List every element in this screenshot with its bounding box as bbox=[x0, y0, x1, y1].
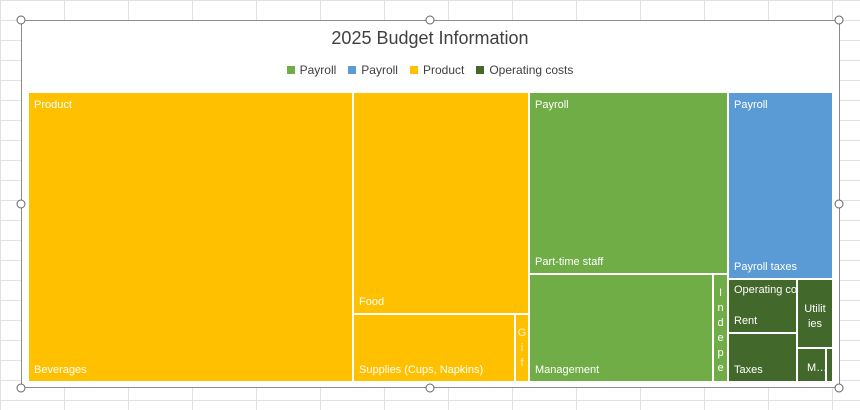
resize-handle[interactable] bbox=[425, 383, 435, 393]
legend-entry: Payroll bbox=[286, 63, 337, 77]
tile-label: Supplies (Cups, Napkins) bbox=[359, 364, 484, 376]
treemap-tile[interactable]: Taxes bbox=[728, 333, 797, 382]
treemap-tile[interactable]: Payroll Payroll taxes bbox=[728, 92, 833, 279]
legend-label: Operating costs bbox=[489, 63, 574, 77]
legend-entry: Operating costs bbox=[476, 63, 573, 77]
tile-label: Gif bbox=[516, 327, 528, 372]
category-label: Payroll bbox=[734, 99, 768, 111]
treemap-tile[interactable]: Payroll Part-time staff bbox=[529, 92, 728, 274]
legend-swatch bbox=[286, 66, 295, 74]
category-label: Payroll bbox=[535, 99, 569, 111]
legend-entry: Payroll bbox=[348, 63, 398, 77]
treemap-tile[interactable]: Food bbox=[353, 92, 529, 314]
treemap-tile[interactable]: Gif bbox=[515, 314, 529, 382]
legend-swatch bbox=[348, 66, 357, 74]
legend: Payroll Payroll Product Operating costs bbox=[0, 63, 860, 77]
resize-handle[interactable] bbox=[834, 383, 844, 393]
legend-entry: Product bbox=[409, 63, 465, 77]
tile-label: M… bbox=[807, 362, 826, 374]
treemap-tile[interactable]: Management bbox=[529, 274, 713, 382]
resize-handle[interactable] bbox=[425, 15, 435, 25]
tile-label: Indepe bbox=[714, 287, 727, 377]
tile-label: Beverages bbox=[34, 364, 87, 376]
category-label: Operating costs bbox=[734, 284, 797, 296]
legend-swatch bbox=[409, 66, 418, 74]
treemap-tile[interactable]: Utilit ies bbox=[797, 279, 833, 348]
legend-swatch bbox=[476, 66, 485, 74]
chart-title: 2025 Budget Information bbox=[331, 28, 529, 48]
legend-label: Payroll bbox=[361, 63, 398, 77]
treemap-tile[interactable] bbox=[826, 348, 833, 382]
treemap-tile[interactable]: Operating costs Rent bbox=[728, 279, 797, 333]
tile-label: Rent bbox=[734, 315, 758, 327]
treemap-tile[interactable]: Supplies (Cups, Napkins) bbox=[353, 314, 515, 382]
resize-handle[interactable] bbox=[16, 199, 26, 209]
treemap-tile[interactable]: Product Beverages bbox=[28, 92, 353, 382]
tile-label: Management bbox=[535, 364, 600, 376]
tile-label: Utilit ies bbox=[804, 303, 826, 330]
tile-label: Food bbox=[359, 296, 385, 308]
tile-label: Payroll taxes bbox=[734, 261, 797, 273]
tile-label: Taxes bbox=[734, 364, 763, 376]
tile-label: Part-time staff bbox=[535, 256, 604, 268]
legend-label: Payroll bbox=[299, 63, 337, 77]
treemap-tile[interactable]: Indepe bbox=[713, 274, 728, 382]
resize-handle[interactable] bbox=[834, 199, 844, 209]
resize-handle[interactable] bbox=[16, 383, 26, 393]
resize-handle[interactable] bbox=[16, 15, 26, 25]
legend-label: Product bbox=[422, 63, 465, 77]
resize-handle[interactable] bbox=[834, 15, 844, 25]
treemap-tile[interactable]: M… bbox=[797, 348, 826, 382]
category-label: Product bbox=[34, 99, 72, 111]
